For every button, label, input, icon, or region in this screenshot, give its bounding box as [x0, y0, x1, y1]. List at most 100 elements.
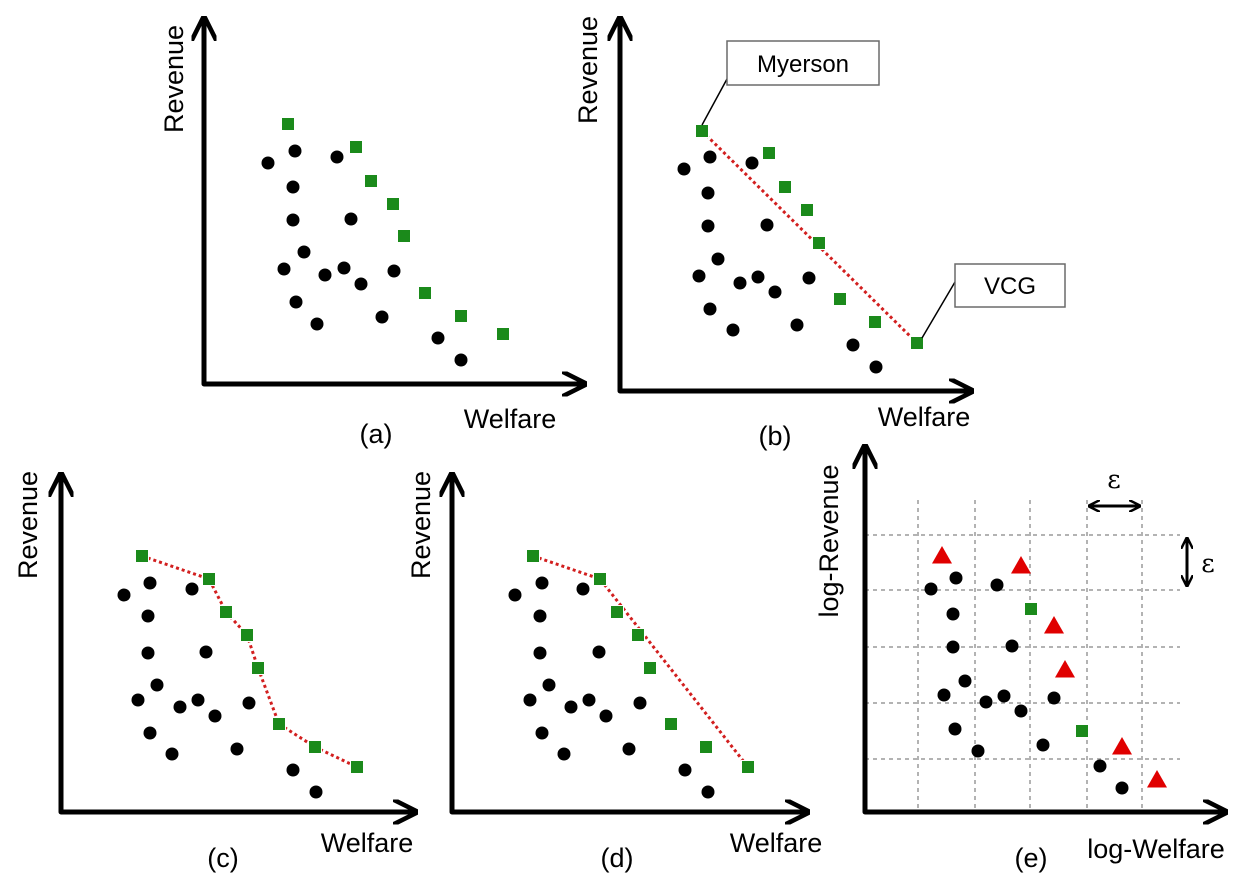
panel-c-point-1: [117, 588, 131, 602]
panel-c-point-3: [185, 582, 199, 596]
panel-c-point-13: [143, 726, 157, 740]
vcg-callout-line: [921, 281, 956, 339]
panel-d-pareto-square-2: [593, 572, 607, 586]
panel-e-point-4: [946, 607, 960, 621]
panel-b-points: [677, 124, 924, 374]
panel-a-point-11: [354, 277, 368, 291]
panel-d-point-16: [678, 763, 692, 777]
panel-b-point-7: [711, 252, 725, 266]
panel-c-point-5: [141, 646, 155, 660]
panel-e-point-16: [1093, 759, 1107, 773]
panel-b-point-9: [733, 276, 747, 290]
panel-a-point-10: [337, 261, 351, 275]
panel-d: Revenue Welfare (d): [406, 471, 822, 873]
epsilon-vertical-label: ε: [1201, 549, 1214, 579]
panel-e-axes: [865, 448, 1224, 812]
panel-b-point-17: [869, 360, 883, 374]
panel-e-grid: [865, 500, 1180, 808]
panel-b-point-10: [751, 270, 765, 284]
panel-e-point-5: [946, 640, 960, 654]
panel-a-point-2: [288, 144, 302, 158]
panel-b-point-15: [790, 318, 804, 332]
panel-a-point-3: [330, 150, 344, 164]
panel-b-pareto-square-6: [833, 292, 847, 306]
panel-a-pareto-square-8: [496, 327, 510, 341]
panel-c-pareto-square-1: [135, 549, 149, 563]
panel-a-points: [261, 117, 510, 367]
panel-c-pareto-square-8: [350, 760, 364, 774]
panel-a-point-15: [375, 310, 389, 324]
panel-d-ylabel: Revenue: [406, 471, 436, 579]
panel-a-axes: [204, 20, 583, 384]
panel-a-xlabel: Welfare: [464, 404, 557, 434]
panel-e-point-17: [1115, 781, 1129, 795]
panel-b-pareto-square-2: [762, 146, 776, 160]
panel-e-xlabel: log-Welfare: [1087, 834, 1225, 864]
panel-a-point-12: [387, 264, 401, 278]
panel-a-point-17: [454, 353, 468, 367]
panel-e-triangle-6: [1147, 770, 1167, 788]
vcg-callout-box: [954, 263, 1066, 308]
panel-c-pareto-square-5: [251, 661, 265, 675]
myerson-callout-text: Myerson: [757, 51, 849, 78]
panel-e-triangle-2: [1011, 556, 1031, 574]
panel-e-point-11: [1014, 704, 1028, 718]
panel-d-pareto-square-6: [664, 717, 678, 731]
panel-b-point-16: [846, 338, 860, 352]
myerson-callout: Myerson: [701, 40, 880, 126]
panel-b-point-4: [701, 186, 715, 200]
panel-a-point-5: [286, 213, 300, 227]
panel-e-ylabel: log-Revenue: [814, 464, 844, 617]
panel-d-pareto-square-5: [643, 661, 657, 675]
panel-b-pareto-square-5: [812, 236, 826, 250]
panel-a-point-8: [277, 262, 291, 276]
panel-d-point-4: [533, 609, 547, 623]
panel-e-point-15: [1036, 738, 1050, 752]
vcg-callout: VCG: [921, 263, 1066, 339]
panel-e-point-1: [924, 582, 938, 596]
panel-d-pareto-square-1: [526, 549, 540, 563]
panel-c: Revenue Welfare (c): [13, 471, 414, 873]
panel-a-point-7: [297, 245, 311, 259]
panel-d-xlabel: Welfare: [730, 828, 823, 858]
panel-e-points: [924, 546, 1167, 795]
panel-e-point-10: [997, 689, 1011, 703]
panel-c-point-14: [165, 747, 179, 761]
panel-e-triangle-3: [1044, 616, 1064, 634]
panel-d-pareto-square-8: [741, 760, 755, 774]
panel-b-ylabel: Revenue: [573, 16, 603, 124]
panel-c-pareto-square-7: [308, 740, 322, 754]
panel-b-pareto-square-3: [778, 180, 792, 194]
panel-b-point-12: [802, 271, 816, 285]
panel-c-point-16: [286, 763, 300, 777]
panel-b: Revenue Welfare (b) Myerson VCG: [573, 16, 1066, 451]
panel-b-point-6: [760, 218, 774, 232]
panel-b-axes: [620, 20, 970, 391]
panel-b-point-1: [677, 162, 691, 176]
panel-c-pareto-square-3: [219, 605, 233, 619]
myerson-callout-line: [701, 78, 728, 126]
panel-a-point-16: [431, 331, 445, 345]
panel-c-point-8: [131, 693, 145, 707]
panel-c-point-12: [242, 696, 256, 710]
panel-e-point-2: [949, 571, 963, 585]
panel-b-frontier-line: [700, 129, 919, 345]
panel-b-point-11: [768, 285, 782, 299]
panel-d-pareto-square-4: [631, 628, 645, 642]
panel-e: log-Revenue log-Welfare (e) ε ε: [814, 448, 1225, 873]
panel-d-point-12: [633, 696, 647, 710]
panel-c-point-9: [173, 700, 187, 714]
panel-e-point-3: [990, 578, 1004, 592]
panel-b-point-3: [745, 156, 759, 170]
panel-e-label: (e): [1015, 843, 1048, 873]
panel-c-xlabel: Welfare: [321, 828, 414, 858]
panel-b-point-8: [692, 269, 706, 283]
panel-a: Revenue Welfare (a): [159, 20, 583, 449]
panel-d-point-13: [535, 726, 549, 740]
panel-a-point-1: [261, 156, 275, 170]
panel-d-point-11: [599, 709, 613, 723]
panel-e-point-8: [937, 688, 951, 702]
panel-d-pareto-square-3: [610, 605, 624, 619]
panel-d-point-2: [535, 576, 549, 590]
panel-c-point-10: [191, 693, 205, 707]
